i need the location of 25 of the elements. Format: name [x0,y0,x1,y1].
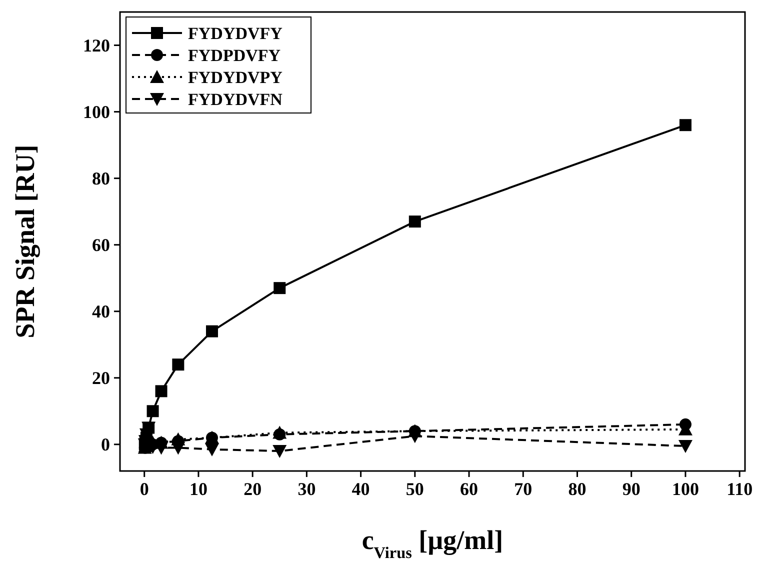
x-tick-label: 50 [406,479,424,499]
x-tick-label: 60 [460,479,478,499]
x-tick-label: 100 [672,479,699,499]
y-tick-label: 20 [92,368,110,388]
x-tick-label: 80 [568,479,586,499]
x-tick-label: 70 [514,479,532,499]
y-axis-title: SPR Signal [RU] [10,144,40,338]
y-tick-label: 80 [92,168,110,188]
x-tick-label: 10 [189,479,208,499]
x-tick-label: 40 [352,479,370,499]
y-tick-label: 0 [101,434,110,454]
legend-label: FYDYDVFY [188,24,282,43]
y-tick-label: 60 [92,234,110,255]
x-tick-label: 30 [298,479,316,499]
legend-label: FYDPDVFY [188,46,281,65]
x-tick-label: 0 [140,479,149,499]
x-tick-label: 110 [726,479,753,499]
legend-label: FYDYDVFN [188,90,284,109]
y-tick-label: 100 [83,102,110,122]
x-tick-label: 20 [244,479,262,499]
y-tick-label: 40 [92,301,110,322]
legend-label: FYDYDVPY [188,68,282,87]
y-tick-label: 120 [83,35,110,56]
x-axis-title: c$_{Virus}$ [µg/ml] [362,525,504,562]
x-tick-label: 90 [622,479,640,499]
